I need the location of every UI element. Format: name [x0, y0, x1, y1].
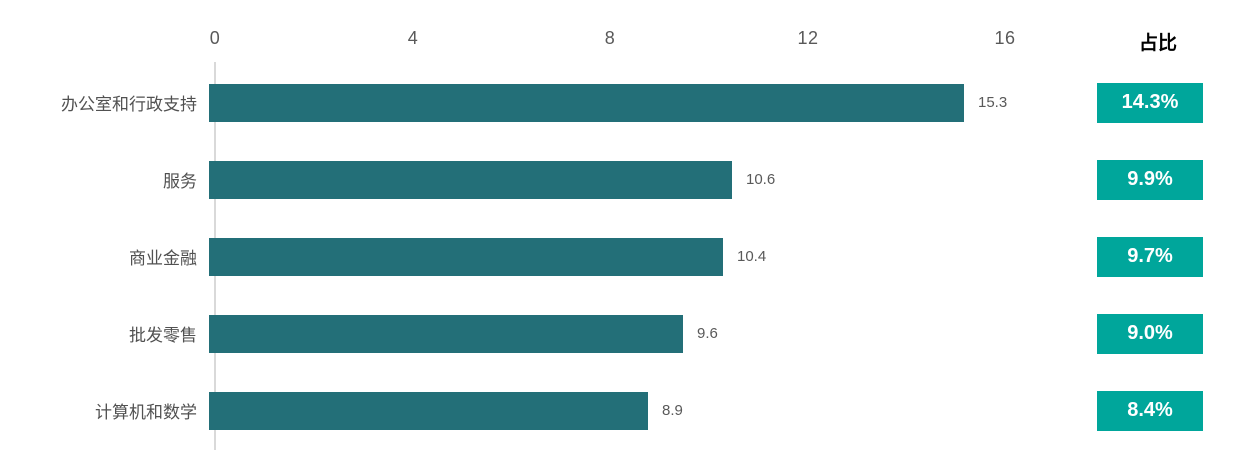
bar-row: 商业金融 10.4 9.7%	[0, 218, 1241, 295]
bar-value-label: 10.6	[746, 171, 776, 188]
category-label: 批发零售	[129, 326, 197, 345]
bar-rows: 办公室和行政支持 15.3 14.3% 服务 10.6 9.9% 商业金融 10…	[0, 64, 1241, 449]
bar-plot-area: 10.6	[207, 141, 1097, 218]
bar-value-label: 8.9	[662, 402, 683, 419]
category-label: 服务	[163, 172, 197, 191]
bar-plot-area: 9.6	[207, 295, 1097, 372]
bar-plot-area: 10.4	[207, 218, 1097, 295]
x-axis-tick-label: 8	[604, 28, 616, 48]
bar	[209, 391, 648, 430]
category-label: 计算机和数学	[95, 403, 197, 422]
bar-row: 批发零售 9.6 9.0%	[0, 295, 1241, 372]
bar	[209, 237, 723, 276]
x-axis-tick-label: 0	[209, 28, 221, 48]
chart-header-row: 0 4 8 12 16 占比	[0, 0, 1241, 64]
bar	[209, 314, 683, 353]
x-axis-tick-label: 12	[797, 28, 819, 48]
bar-row: 办公室和行政支持 15.3 14.3%	[0, 64, 1241, 141]
x-axis-tick-label: 4	[407, 28, 419, 48]
category-label: 办公室和行政支持	[61, 95, 197, 114]
x-axis-tick-area: 0 4 8 12 16	[210, 0, 1015, 64]
share-badge: 14.3%	[1097, 82, 1203, 123]
share-column-header: 占比	[1138, 33, 1177, 54]
bar-value-label: 10.4	[737, 248, 767, 265]
bar-row: 计算机和数学 8.9 8.4%	[0, 372, 1241, 449]
bar	[209, 160, 732, 199]
category-label: 商业金融	[129, 249, 197, 268]
share-badge: 8.4%	[1097, 390, 1203, 431]
bar-value-label: 9.6	[697, 325, 718, 342]
x-axis-tick-label: 16	[994, 28, 1016, 48]
share-badge: 9.9%	[1097, 159, 1203, 200]
bar-plot-area: 15.3	[207, 64, 1097, 141]
share-badge: 9.0%	[1097, 313, 1203, 354]
bar	[209, 83, 964, 122]
bar-value-label: 15.3	[978, 94, 1008, 111]
bar-row: 服务 10.6 9.9%	[0, 141, 1241, 218]
share-badge: 9.7%	[1097, 236, 1203, 277]
bar-plot-area: 8.9	[207, 372, 1097, 449]
